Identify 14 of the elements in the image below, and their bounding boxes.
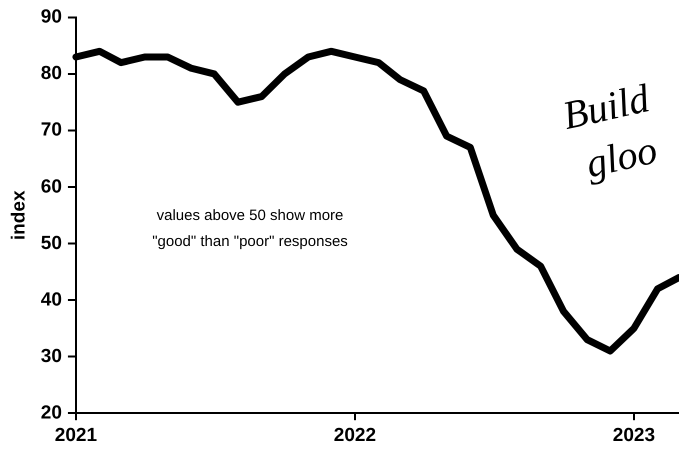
y-axis-title: index — [8, 190, 30, 240]
y-tick-label: 40 — [40, 289, 62, 310]
y-tick-label: 80 — [40, 63, 62, 84]
y-tick-label: 90 — [40, 6, 62, 28]
y-tick-label: 20 — [40, 402, 62, 424]
x-tick-label: 2021 — [54, 424, 98, 446]
annotation: values above 50 show more "good" than "poor" responses — [152, 207, 348, 250]
y-tick-label: 30 — [40, 346, 62, 367]
y-tick-label: 70 — [40, 120, 62, 141]
x-tick-label: 2022 — [334, 424, 376, 446]
annotation: Build gloo — [558, 75, 661, 186]
x-tick-label: 2023 — [612, 424, 656, 446]
y-tick-label: 60 — [40, 176, 62, 198]
y-tick-label: 50 — [40, 232, 62, 254]
